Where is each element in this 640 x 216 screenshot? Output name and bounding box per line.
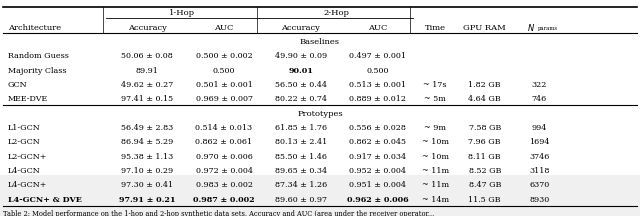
Text: 56.50 ± 0.44: 56.50 ± 0.44: [275, 81, 327, 89]
Text: 8.52 GB: 8.52 GB: [468, 167, 501, 175]
Text: AUC: AUC: [368, 24, 387, 32]
Text: 61.85 ± 1.76: 61.85 ± 1.76: [275, 124, 327, 132]
Text: L4-GCN+ & DVE: L4-GCN+ & DVE: [8, 196, 81, 204]
Text: 0.917 ± 0.034: 0.917 ± 0.034: [349, 153, 406, 161]
Text: 95.38 ± 1.13: 95.38 ± 1.13: [121, 153, 173, 161]
Text: L2-GCN: L2-GCN: [8, 138, 40, 146]
Text: 86.94 ± 5.29: 86.94 ± 5.29: [121, 138, 173, 146]
Text: 97.41 ± 0.15: 97.41 ± 0.15: [121, 95, 173, 103]
Text: Time: Time: [425, 24, 445, 32]
Text: 0.497 ± 0.001: 0.497 ± 0.001: [349, 52, 406, 60]
Text: 0.969 ± 0.007: 0.969 ± 0.007: [195, 95, 253, 103]
Text: 6370: 6370: [529, 181, 549, 189]
Text: 0.972 ± 0.004: 0.972 ± 0.004: [195, 167, 253, 175]
Text: 89.65 ± 0.34: 89.65 ± 0.34: [275, 167, 327, 175]
Text: 49.62 ± 0.27: 49.62 ± 0.27: [121, 81, 173, 89]
Text: 97.30 ± 0.41: 97.30 ± 0.41: [121, 181, 173, 189]
Text: 0.983 ± 0.002: 0.983 ± 0.002: [195, 181, 253, 189]
Text: Prototypes: Prototypes: [297, 110, 343, 118]
Text: 85.50 ± 1.46: 85.50 ± 1.46: [275, 153, 327, 161]
Text: 80.13 ± 2.41: 80.13 ± 2.41: [275, 138, 327, 146]
Text: 8.11 GB: 8.11 GB: [468, 153, 501, 161]
Text: 1694: 1694: [529, 138, 550, 146]
Text: 0.862 ± 0.061: 0.862 ± 0.061: [195, 138, 253, 146]
Text: 0.970 ± 0.006: 0.970 ± 0.006: [196, 153, 252, 161]
Text: 97.91 ± 0.21: 97.91 ± 0.21: [119, 196, 175, 204]
Text: 0.500 ± 0.002: 0.500 ± 0.002: [196, 52, 252, 60]
Text: ~ 11m: ~ 11m: [422, 181, 449, 189]
Text: 89.91: 89.91: [136, 67, 159, 75]
Text: Architecture: Architecture: [8, 24, 61, 32]
Text: 80.22 ± 0.74: 80.22 ± 0.74: [275, 95, 327, 103]
Text: 97.10 ± 0.29: 97.10 ± 0.29: [121, 167, 173, 175]
Text: params: params: [538, 26, 558, 31]
Text: GCN: GCN: [8, 81, 28, 89]
Text: 7.96 GB: 7.96 GB: [468, 138, 501, 146]
Text: 56.49 ± 2.83: 56.49 ± 2.83: [121, 124, 173, 132]
Bar: [0, 0, 640, 175]
Text: 8.47 GB: 8.47 GB: [468, 181, 501, 189]
Text: 1.82 GB: 1.82 GB: [468, 81, 501, 89]
Text: ~ 10m: ~ 10m: [422, 153, 449, 161]
Text: 0.514 ± 0.013: 0.514 ± 0.013: [195, 124, 253, 132]
Text: L4-GCN: L4-GCN: [8, 167, 40, 175]
Text: 0.513 ± 0.001: 0.513 ± 0.001: [349, 81, 406, 89]
Text: 90.01: 90.01: [288, 67, 314, 75]
Text: 746: 746: [532, 95, 547, 103]
Text: AUC: AUC: [214, 24, 234, 32]
Text: 0.889 ± 0.012: 0.889 ± 0.012: [349, 95, 406, 103]
Text: 3118: 3118: [529, 167, 549, 175]
Text: ~ 9m: ~ 9m: [424, 124, 446, 132]
Text: 0.862 ± 0.045: 0.862 ± 0.045: [349, 138, 406, 146]
Text: $N$: $N$: [527, 22, 536, 33]
Text: L1-GCN: L1-GCN: [8, 124, 40, 132]
Text: ~ 10m: ~ 10m: [422, 138, 449, 146]
Text: 0.951 ± 0.004: 0.951 ± 0.004: [349, 181, 406, 189]
Text: 50.06 ± 0.08: 50.06 ± 0.08: [122, 52, 173, 60]
Text: 2-Hop: 2-Hop: [323, 9, 349, 17]
Text: MEE-DVE: MEE-DVE: [8, 95, 48, 103]
Text: 89.60 ± 0.97: 89.60 ± 0.97: [275, 196, 327, 204]
Text: ~ 17s: ~ 17s: [424, 81, 447, 89]
Text: ~ 14m: ~ 14m: [422, 196, 449, 204]
Text: 3746: 3746: [529, 153, 549, 161]
Text: 994: 994: [531, 124, 547, 132]
Text: 0.987 ± 0.002: 0.987 ± 0.002: [193, 196, 255, 204]
Text: ~ 5m: ~ 5m: [424, 95, 446, 103]
Text: 11.5 GB: 11.5 GB: [468, 196, 501, 204]
Text: 0.500: 0.500: [212, 67, 236, 75]
Text: 4.64 GB: 4.64 GB: [468, 95, 501, 103]
Text: Accuracy: Accuracy: [128, 24, 166, 32]
Text: Majority Class: Majority Class: [8, 67, 66, 75]
Text: 0.500: 0.500: [366, 67, 389, 75]
Text: L2-GCN+: L2-GCN+: [8, 153, 47, 161]
Text: 0.556 ± 0.028: 0.556 ± 0.028: [349, 124, 406, 132]
Text: Random Guess: Random Guess: [8, 52, 68, 60]
Text: Table 2: Model performance on the 1-hop and 2-hop synthetic data sets. Accuracy : Table 2: Model performance on the 1-hop …: [3, 210, 435, 216]
Text: 49.90 ± 0.09: 49.90 ± 0.09: [275, 52, 327, 60]
Text: L4-GCN+: L4-GCN+: [8, 181, 47, 189]
Text: GPU RAM: GPU RAM: [463, 24, 506, 32]
Text: 7.58 GB: 7.58 GB: [468, 124, 501, 132]
Text: 87.34 ± 1.26: 87.34 ± 1.26: [275, 181, 327, 189]
Text: 8930: 8930: [529, 196, 549, 204]
Text: 0.952 ± 0.004: 0.952 ± 0.004: [349, 167, 406, 175]
Text: 1-Hop: 1-Hop: [170, 9, 195, 17]
Text: 0.501 ± 0.001: 0.501 ± 0.001: [196, 81, 252, 89]
Text: 0.962 ± 0.006: 0.962 ± 0.006: [347, 196, 408, 204]
Text: Accuracy: Accuracy: [282, 24, 320, 32]
Text: 322: 322: [531, 81, 547, 89]
Text: ~ 11m: ~ 11m: [422, 167, 449, 175]
Text: Baselines: Baselines: [300, 38, 340, 46]
